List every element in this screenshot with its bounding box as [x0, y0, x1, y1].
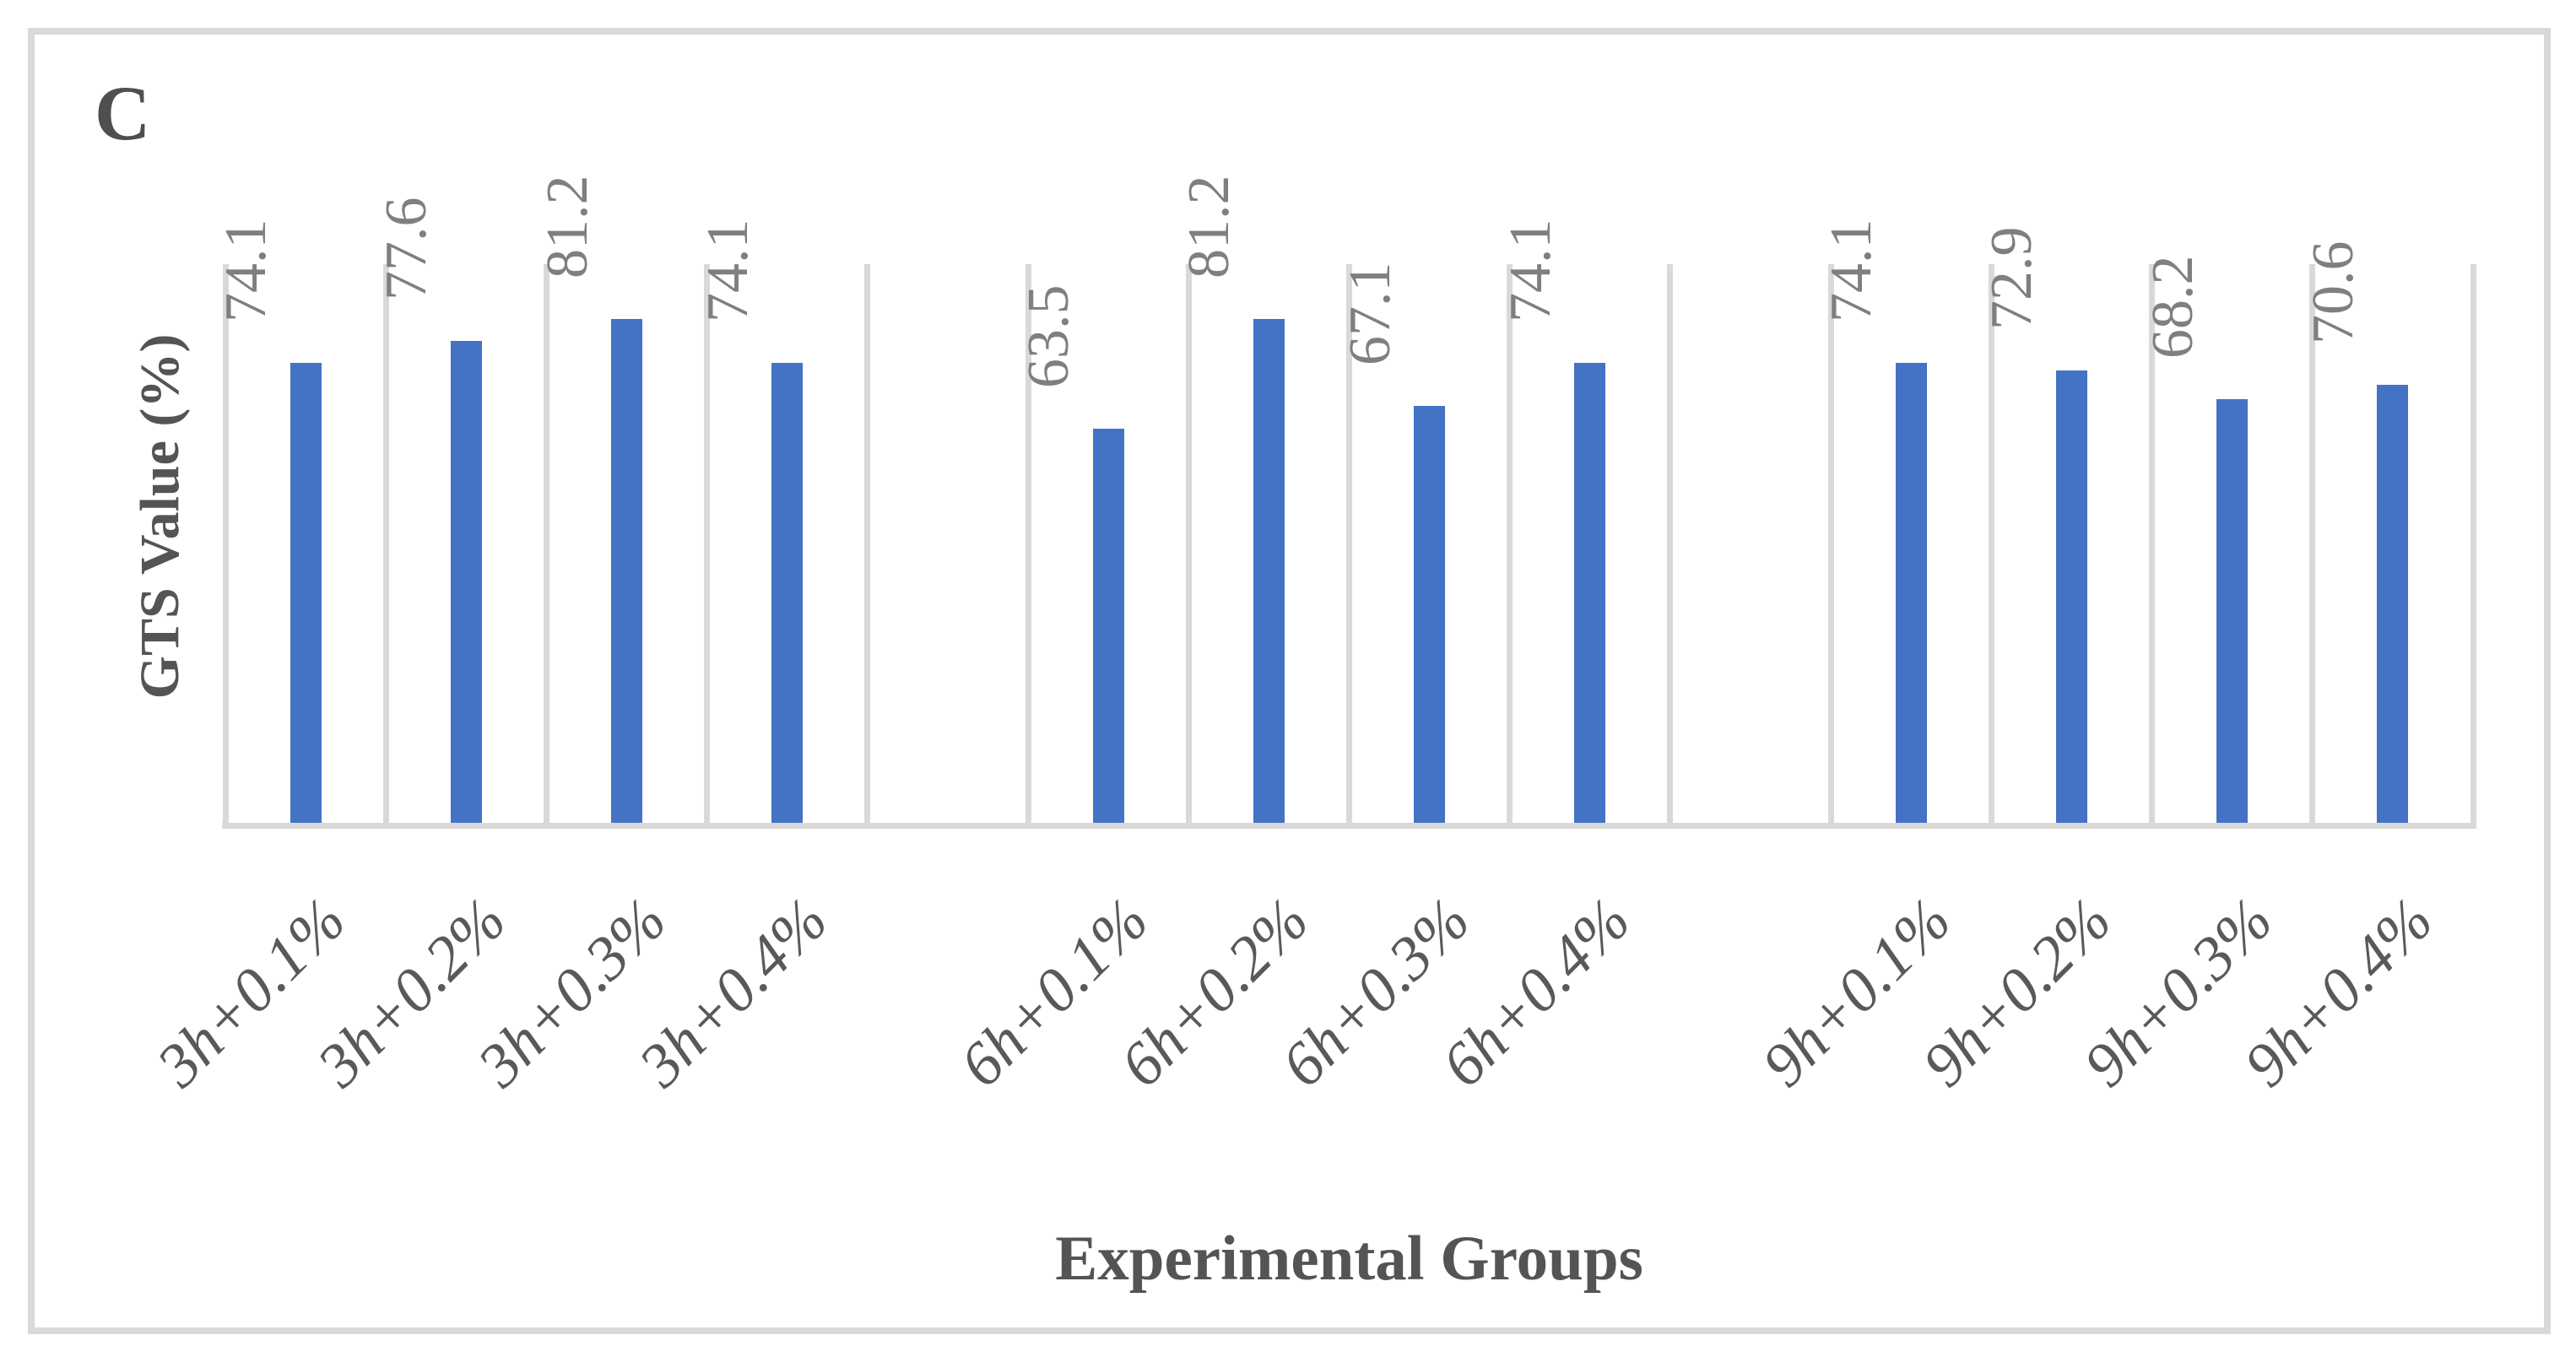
value-label: 74.1 [695, 219, 760, 322]
gridline [543, 264, 549, 823]
bar-6h+0.3% [1414, 406, 1446, 823]
value-label: 74.1 [1819, 219, 1885, 322]
x-axis-line [222, 823, 2476, 829]
gridline [1667, 264, 1674, 823]
bar-3h+0.4% [771, 362, 804, 823]
gridline [2309, 264, 2316, 823]
value-label: 70.6 [2300, 241, 2366, 344]
value-label: 77.6 [374, 197, 440, 301]
value-label: 63.5 [1016, 284, 1082, 388]
x-axis-title: Experimental Groups [1055, 1224, 1643, 1294]
value-label: 74.1 [214, 219, 279, 322]
figure-border [28, 28, 2551, 1334]
value-label: 67.1 [1337, 262, 1403, 366]
panel-label: C [95, 70, 151, 156]
bar-9h+0.2% [2055, 370, 2087, 823]
gridline [1025, 264, 1031, 823]
value-label: 81.2 [534, 175, 600, 278]
value-label: 81.2 [1177, 175, 1242, 278]
value-label: 72.9 [1979, 226, 2045, 330]
gridline [1827, 264, 1834, 823]
y-axis-title: GTS Value (%) [129, 333, 191, 700]
bar-3h+0.2% [450, 341, 482, 823]
bar-9h+0.1% [1895, 362, 1927, 823]
gridline [2470, 264, 2476, 823]
gridline [1185, 264, 1192, 823]
bar-6h+0.4% [1574, 362, 1606, 823]
gridline [704, 264, 711, 823]
bar-6h+0.2% [1253, 318, 1285, 823]
y-axis-line [222, 264, 229, 823]
value-label: 68.2 [2140, 255, 2205, 360]
gridline [2149, 264, 2156, 823]
gridline [864, 264, 871, 823]
gridline [1988, 264, 1994, 823]
bar-3h+0.3% [611, 318, 643, 823]
value-label: 74.1 [1497, 219, 1563, 322]
gridline [1346, 264, 1352, 823]
gridline [1507, 264, 1513, 823]
gridline [382, 264, 389, 823]
bar-9h+0.4% [2377, 384, 2409, 823]
bar-9h+0.3% [2216, 399, 2249, 823]
bar-6h+0.1% [1092, 428, 1124, 823]
bar-3h+0.1% [290, 362, 322, 823]
